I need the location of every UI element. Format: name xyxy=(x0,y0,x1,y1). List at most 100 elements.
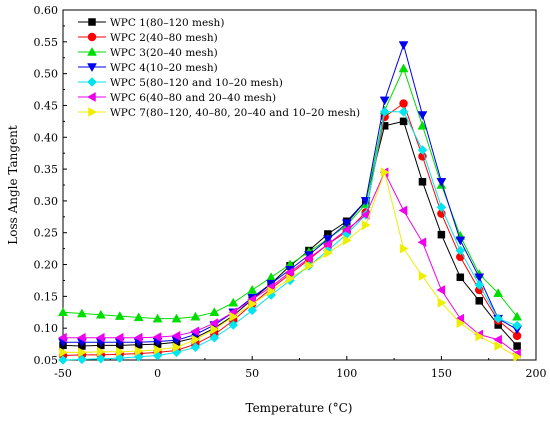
legend-marker xyxy=(87,63,97,73)
data-point xyxy=(209,307,220,317)
data-point xyxy=(57,332,67,343)
data-point xyxy=(58,355,68,365)
data-point xyxy=(475,297,483,305)
legend-label: WPC 3(20–40 mesh) xyxy=(110,47,218,59)
data-point xyxy=(475,331,485,342)
data-point xyxy=(437,297,447,308)
x-tick-label: -50 xyxy=(54,367,72,380)
data-point xyxy=(191,334,201,345)
data-point xyxy=(493,313,504,324)
legend-marker xyxy=(87,46,97,56)
data-point xyxy=(59,347,69,358)
data-point xyxy=(95,332,105,343)
series-line xyxy=(62,120,518,347)
data-point xyxy=(133,332,143,343)
y-tick-label: 0.55 xyxy=(34,36,59,49)
legend-item: WPC 4(10–20 mesh) xyxy=(78,62,218,74)
data-point xyxy=(303,253,313,264)
legend-label: WPC 7(80–120, 40–80, 20–40 and 10–20 mes… xyxy=(110,107,360,119)
data-point xyxy=(361,220,371,231)
data-point xyxy=(114,311,125,320)
x-tick-label: 0 xyxy=(154,367,161,380)
data-point xyxy=(341,224,351,235)
data-point xyxy=(114,332,124,343)
data-point xyxy=(493,288,504,297)
data-point xyxy=(455,236,466,246)
data-point xyxy=(114,353,125,363)
data-point xyxy=(95,309,106,319)
data-point xyxy=(399,243,409,254)
series-line xyxy=(62,111,518,361)
legend-item: WPC 7(80–120, 40–80, 20–40 and 10–20 mes… xyxy=(78,107,360,119)
legend-marker xyxy=(87,77,97,87)
y-tick-label: 0.45 xyxy=(34,99,59,112)
data-point xyxy=(247,284,258,294)
series-line xyxy=(63,43,518,343)
y-axis-title: Loss Angle Tangent xyxy=(6,125,20,245)
data-point xyxy=(512,320,522,331)
data-point xyxy=(229,311,239,322)
data-point xyxy=(399,99,408,108)
legend-marker xyxy=(88,107,98,117)
data-point xyxy=(305,260,314,271)
data-point xyxy=(76,332,86,343)
x-tick-label: 50 xyxy=(245,367,259,380)
legend-item: WPC 5(80–120 and 10–20 mesh) xyxy=(78,77,283,89)
x-tick-label: 200 xyxy=(526,367,547,380)
data-point xyxy=(418,178,427,186)
data-point xyxy=(134,346,144,357)
y-axis: 0.05 0.10 0.15 0.20 0.25 0.30 0.35 0.40 0.45 0.50… xyxy=(34,4,67,367)
data-point xyxy=(399,117,408,126)
data-point xyxy=(190,326,200,337)
data-point xyxy=(417,145,428,155)
data-point xyxy=(398,41,409,51)
data-point xyxy=(380,167,390,178)
data-point xyxy=(171,330,181,341)
data-point xyxy=(398,106,409,117)
legend-item: WPC 6(40–80 and 20–40 mesh) xyxy=(78,92,276,104)
y-tick-label: 0.10 xyxy=(34,322,59,335)
data-point xyxy=(95,353,106,364)
data-point xyxy=(228,297,239,307)
legend-marker xyxy=(87,32,97,42)
y-tick-label: 0.05 xyxy=(34,354,59,367)
data-point xyxy=(324,248,333,259)
legend-label: WPC 5(80–120 and 10–20 mesh) xyxy=(110,77,283,89)
x-axis: -50 0 50 100 150 200 xyxy=(54,356,547,380)
x-tick-label: 150 xyxy=(431,367,452,380)
data-point xyxy=(58,307,68,317)
data-point xyxy=(474,280,485,290)
data-point xyxy=(190,342,201,353)
series-5 xyxy=(58,106,522,365)
data-point xyxy=(379,106,390,117)
y-tick-label: 0.15 xyxy=(34,290,59,303)
data-point xyxy=(153,344,163,355)
y-tick-label: 0.30 xyxy=(34,195,59,208)
data-point xyxy=(190,311,201,321)
data-point xyxy=(116,346,125,357)
data-point xyxy=(248,299,258,309)
legend-label: WPC 6(40–80 and 20–40 mesh) xyxy=(110,92,276,104)
x-tick-label: 100 xyxy=(336,367,357,380)
data-point xyxy=(513,342,521,350)
data-point xyxy=(436,178,447,187)
series-7 xyxy=(59,167,523,362)
x-axis-title: Temperature (°C) xyxy=(246,401,353,415)
legend-item: WPC 2(40–80 mesh) xyxy=(78,32,218,44)
data-point xyxy=(322,239,332,250)
y-tick-label: 0.40 xyxy=(34,131,59,144)
data-point xyxy=(455,245,466,256)
data-point xyxy=(379,96,390,106)
legend-marker xyxy=(88,18,96,26)
y-tick-label: 0.20 xyxy=(34,259,59,272)
data-point xyxy=(437,230,446,239)
series-layer xyxy=(57,41,523,365)
series-2 xyxy=(58,99,522,360)
data-point xyxy=(418,271,428,281)
data-point xyxy=(267,286,277,297)
data-point xyxy=(494,341,504,351)
data-point xyxy=(341,219,352,229)
data-point xyxy=(513,351,523,362)
data-point xyxy=(493,334,502,345)
legend-marker xyxy=(86,92,96,102)
